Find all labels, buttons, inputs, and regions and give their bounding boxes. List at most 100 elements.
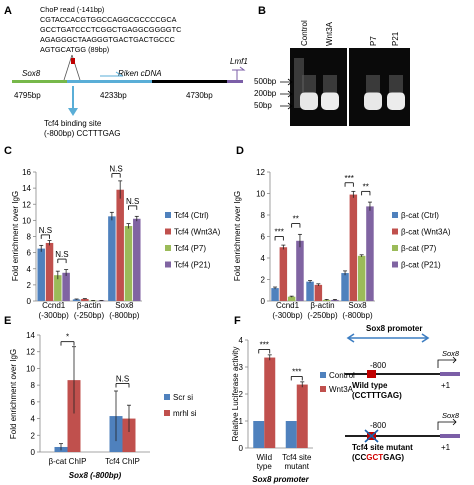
chart-e-y-tick-label: 14 <box>26 331 35 340</box>
chart-d-category-label: (-250bp) <box>307 311 338 320</box>
chart-e-bar <box>122 418 136 452</box>
gel-smear-control <box>302 75 316 93</box>
chart-c-bar <box>97 300 106 302</box>
gel-band-wnt3a <box>321 92 339 110</box>
gel-band-control <box>300 92 318 110</box>
chart-e-y-tick-label: 6 <box>31 398 36 407</box>
chart-c-y-tick-label: 2 <box>27 281 32 290</box>
length-riken: 4233bp <box>100 91 127 100</box>
chart-d-bar <box>287 296 296 301</box>
chart-f-y-tick-label: 3 <box>239 363 244 372</box>
chart-c-bar <box>72 299 81 301</box>
chart-d-y-tick-label: 2 <box>261 276 266 285</box>
chart-c-category-label: β-actin <box>77 301 101 310</box>
chart-d-bar <box>306 281 314 301</box>
chart-c-bar <box>45 242 54 301</box>
chop-read-marker <box>71 58 75 64</box>
length-sox8: 4795bp <box>14 91 41 100</box>
chart-e-legend-label: Scr si <box>173 393 193 402</box>
chart-d-bar <box>349 194 358 301</box>
chart-c-y-tick-label: 0 <box>27 297 32 306</box>
wild-position-label: -800 <box>370 361 387 370</box>
chart-c-bar <box>54 275 62 301</box>
chart-e-y-tick-label: 0 <box>31 448 36 457</box>
chart-f-y-tick-label: 2 <box>239 390 244 399</box>
chart-d-bar <box>314 284 323 301</box>
chart-d-bar <box>357 255 366 301</box>
chart-c-sig-label: N.S <box>109 165 122 174</box>
chart-c-legend-label: Tcf4 (P7) <box>174 244 206 253</box>
gel-band-p21 <box>387 92 405 110</box>
chart-c-y-tick-label: 12 <box>22 200 31 209</box>
chart-c-y-tick-label: 16 <box>22 168 31 177</box>
wild-tcf4-site <box>367 370 376 378</box>
chart-f-bar <box>264 357 276 448</box>
ladder-arrow-50bp <box>280 102 293 110</box>
wild-type-sequence: (CCTTTGAG) <box>352 391 402 400</box>
chart-d-y-tick-label: 12 <box>256 168 265 177</box>
lmf1-direction-arrow <box>232 66 246 71</box>
promoter-span-right-head <box>421 333 430 343</box>
chart-c-category-label: (-800bp) <box>109 311 140 320</box>
chart-f-legend-swatch <box>320 386 326 392</box>
chart-c-y-tick-label: 8 <box>27 233 32 242</box>
chart-d-legend-swatch <box>392 212 398 218</box>
chart-c-category-label: (-300bp) <box>39 311 70 320</box>
mutant-label: Tcf4 site mutant <box>352 443 413 452</box>
binding-site-label-1: Tcf4 binding site <box>44 119 102 128</box>
chart-e-y-axis-label: Fold enrichment over IgG <box>9 349 18 439</box>
wild-tss-arrow <box>437 356 457 368</box>
chart-c-bar <box>116 189 124 301</box>
chart-e-bar <box>67 380 81 452</box>
sox8-gene-segment <box>12 80 67 83</box>
mutant-seq-post: GAG) <box>383 453 404 462</box>
panel-b-gel: Control Wnt3A P7 P21 500bp 200bp 50bp <box>254 20 410 126</box>
chart-f-legend-swatch <box>320 372 326 378</box>
chart-c-y-tick-label: 14 <box>22 184 31 193</box>
promoter-title: Sox8 promoter <box>366 324 422 333</box>
wild-gene-segment <box>440 372 460 376</box>
chart-f-bar <box>285 421 297 448</box>
panel-letter-d: D <box>236 145 244 157</box>
mutant-tss-arrow <box>437 418 457 430</box>
chart-f-legend-label: Wnt3A <box>329 385 354 394</box>
chart-f-y-tick-label: 0 <box>239 444 244 453</box>
chart-c-y-tick-label: 10 <box>22 216 31 225</box>
binding-site-arrow-head <box>68 108 78 116</box>
chart-e-x-axis-label: Sox8 (-800bp) <box>69 471 122 480</box>
chart-c-bar <box>81 298 89 301</box>
chart-f-sig-label: *** <box>260 340 269 349</box>
panel-letter-f: F <box>234 315 241 327</box>
chart-d-y-tick-label: 6 <box>261 233 266 242</box>
gene-label-riken: Riken cDNA <box>118 69 162 78</box>
mutant-tss-label: +1 <box>441 443 451 452</box>
ladder-arrow-500bp <box>280 78 293 86</box>
chop-read-line-3: GCCTGATCCCTCGGCTGAGGCGGGGTC <box>40 25 181 34</box>
chart-f-bar <box>296 384 308 448</box>
chart-d-y-tick-label: 10 <box>256 190 265 199</box>
chart-e-legend-label: mrhl si <box>173 409 197 418</box>
wild-tss-label: +1 <box>441 381 451 390</box>
chop-read-line-2: CGTACCACGTGGCCAGGCGCCCCGCA <box>40 15 177 24</box>
chart-f-category-label: mutant <box>285 462 310 471</box>
mutant-gene-segment <box>440 434 460 438</box>
panel-letter-b: B <box>258 5 266 17</box>
chart-f-y-tick-label: 1 <box>239 417 244 426</box>
gene-label-sox8: Sox8 <box>22 69 41 78</box>
chart-f: 0 1 2 3 4 Relative Luciferase activity Wildtyp… <box>231 336 355 484</box>
chart-d-legend-swatch <box>392 261 398 268</box>
wild-type-label: Wild type <box>352 381 388 390</box>
chart-d-legend-label: β-cat (P7) <box>401 244 437 253</box>
mutant-cross-2 <box>364 429 379 443</box>
chart-d-category-label: β-actin <box>310 301 334 310</box>
intergenic-segment <box>152 80 227 83</box>
mutant-gene-label: Sox8 <box>442 411 460 420</box>
chart-d-sig-label: *** <box>345 174 354 183</box>
chart-d-category-label: Ccnd1 <box>276 301 300 310</box>
chart-c-legend-swatch <box>165 245 171 251</box>
panel-letter-c: C <box>4 145 12 157</box>
binding-site-label-2: (-800bp) CCTTTGAG <box>44 129 120 138</box>
chart-c-legend-label: Tcf4 (Wnt3A) <box>174 228 221 237</box>
chart-d-bar <box>296 240 304 301</box>
chart-c-bar <box>133 218 141 301</box>
